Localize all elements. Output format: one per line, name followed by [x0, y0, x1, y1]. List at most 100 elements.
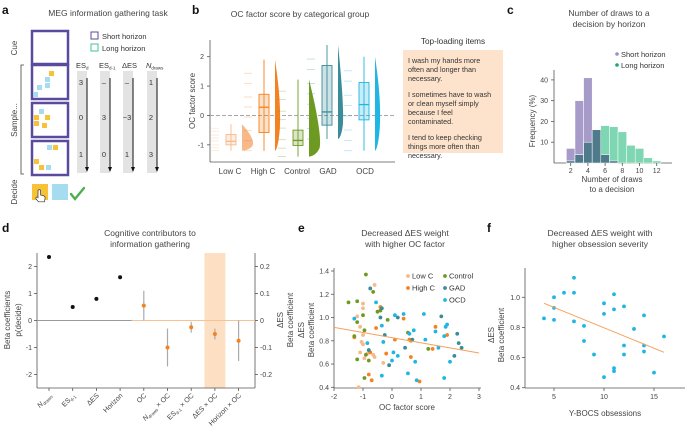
data-point-low-c	[361, 333, 365, 337]
y-tick-label: -1	[198, 142, 204, 149]
data-point	[562, 290, 566, 295]
data-point-low-c	[372, 283, 377, 287]
x-category-label: Horizon	[103, 392, 125, 414]
column-header-sub: d	[86, 66, 89, 71]
panel-d-title-line1: Cognitive contributors to	[104, 228, 196, 238]
x-category-sub: draws	[42, 394, 55, 407]
panel-d-ylabel-right-line2: Beta coefficient	[286, 292, 295, 347]
data-point-high-c	[408, 355, 413, 359]
sample-tile	[46, 165, 51, 170]
panel-d-ylabel-line1: Beta coefficients	[3, 291, 12, 350]
panel-f-title-line2: higher obsession severity	[552, 239, 649, 249]
x-category-main: Horizon	[103, 392, 125, 414]
data-point-control	[352, 334, 357, 339]
data-point-ocd	[442, 334, 447, 339]
box-control	[292, 129, 304, 146]
data-point-control	[355, 299, 360, 304]
y-tick-label-left: 0	[28, 318, 32, 325]
x-tick-label: 1	[419, 394, 423, 401]
x-category-sub: d-1	[69, 394, 77, 402]
box-ocd	[358, 82, 370, 121]
panel-b-title: OC factor score by categorical group	[231, 9, 370, 19]
column-bar	[123, 71, 133, 173]
data-point-control	[355, 320, 360, 325]
bar-overlap	[600, 154, 610, 164]
y-tick-label-right: -0.1	[260, 345, 272, 352]
sample-frame	[30, 139, 70, 177]
x-category-suffix: × OC	[178, 392, 196, 410]
x-category-main: ΔES	[86, 392, 101, 407]
bar-long-horizon	[626, 145, 636, 164]
data-point-ocd	[379, 373, 384, 378]
data-point-low-c	[381, 360, 386, 365]
data-point-ocd	[395, 353, 400, 358]
y-tick-label: 10	[540, 140, 548, 147]
choice-blue	[52, 184, 68, 200]
panel-c-chart: 10 20 30 40 2 4 6 8 10 12 Short horizon Long horizo…	[540, 50, 672, 175]
data-point-gad	[395, 315, 400, 320]
panel-e-title-line2: with higher OC factor	[364, 239, 445, 249]
data-point	[582, 339, 586, 343]
data-point-ocd	[406, 371, 410, 376]
panel-label-e: e	[298, 221, 305, 235]
data-point-control	[362, 328, 367, 333]
data-point-control	[362, 376, 367, 380]
sample-tile	[34, 159, 39, 164]
data-point	[622, 304, 626, 309]
data-point-gad	[368, 286, 373, 291]
panel-c-title-line1: Number of draws to a	[568, 8, 650, 18]
panel-label-a: a	[2, 3, 9, 17]
data-point	[572, 290, 576, 295]
y-tick-label: 2	[200, 54, 204, 61]
x-tick-label: 3	[477, 394, 481, 401]
sequence-value: 1	[149, 78, 153, 87]
panel-e-xlabel: OC factor score	[379, 403, 436, 412]
x-tick-label: 12	[653, 168, 661, 175]
x-tick-label: 10	[636, 168, 644, 175]
data-point-high-c	[433, 324, 438, 329]
point-right-2	[189, 325, 194, 330]
legend-marker	[406, 274, 410, 278]
data-point	[542, 316, 546, 321]
data-point-high-c	[417, 379, 422, 384]
sample-frame	[30, 101, 70, 139]
bar-long-horizon	[617, 131, 627, 164]
column-header: Ndraws	[146, 61, 164, 71]
x-tick-label: 10	[600, 394, 608, 401]
data-point-ocd	[390, 358, 394, 363]
arrow-head-icon	[131, 167, 135, 172]
sequence-value: 0	[102, 150, 106, 159]
x-category-label: OC	[136, 392, 148, 404]
x-category-main: OC	[136, 392, 148, 404]
checkmark-icon	[69, 186, 86, 201]
sample-tile	[39, 109, 44, 114]
data-point	[612, 307, 616, 312]
data-point-low-c	[355, 314, 360, 319]
box-high-c	[258, 93, 270, 133]
bar-overlap	[566, 160, 576, 164]
hand-cursor-icon	[35, 189, 46, 203]
data-point-gad	[378, 315, 383, 320]
data-point-control	[366, 358, 371, 363]
data-point	[612, 369, 616, 374]
panel-f-title-line1: Decreased ΔES weight with	[548, 228, 653, 238]
data-point-ocd	[365, 341, 370, 346]
y-tick-label: 0.8	[319, 338, 329, 345]
panel-label-f: f	[487, 221, 492, 235]
data-point	[622, 352, 626, 357]
data-point	[642, 313, 646, 318]
y-tick-label: 1.0	[319, 315, 329, 322]
violin-high-c	[275, 59, 281, 151]
panel-b-chart: -1 0 1 2 Low C High C Control GAD OCD	[198, 40, 395, 176]
panel-a-title: MEG information gathering task	[48, 8, 168, 18]
data-point-ocd	[413, 359, 418, 364]
top-loading-item: I tend to keep checking things more ofte…	[408, 133, 482, 160]
bar-long-horizon	[643, 157, 653, 164]
x-category-suffix: × OC	[154, 392, 172, 410]
y-tick-label: 1.4	[319, 269, 329, 276]
panel-c-title-line2: decision by horizon	[573, 19, 646, 29]
column-header-main: N	[146, 61, 152, 70]
